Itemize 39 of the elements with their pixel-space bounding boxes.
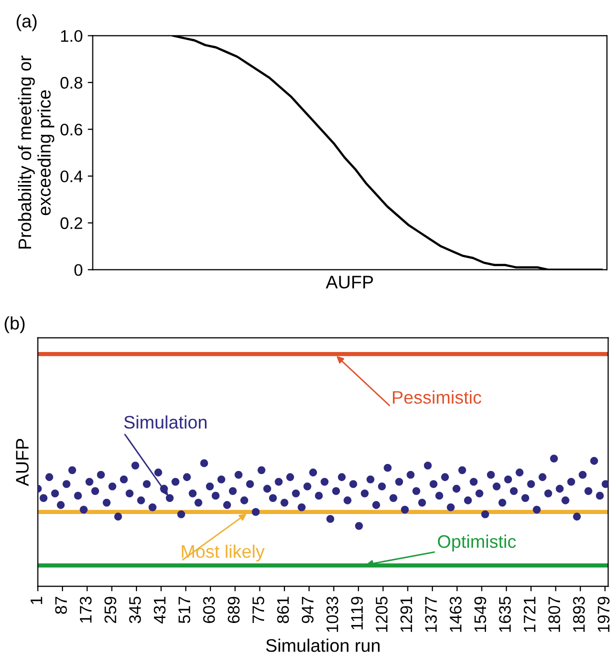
x-tick-label: 87 bbox=[55, 596, 67, 614]
x-tick-label: 1893 bbox=[573, 596, 585, 632]
series-label: Optimistic bbox=[438, 534, 516, 552]
y-axis-title: Probability of meeting or exceeding price bbox=[18, 56, 54, 249]
x-tick-label: 1979 bbox=[598, 596, 610, 632]
y-tick-label: 0.6 bbox=[60, 124, 82, 136]
x-tick-label: 1463 bbox=[450, 596, 462, 632]
y-axis-title: AUFP bbox=[16, 438, 29, 486]
x-tick-label: 1119 bbox=[351, 596, 363, 630]
x-tick-label: 345 bbox=[129, 596, 141, 624]
y-tick-label: 0 bbox=[74, 264, 82, 276]
chart-title: (a) bbox=[16, 14, 37, 32]
x-tick-label: 1205 bbox=[376, 596, 388, 632]
x-tick-label: 517 bbox=[178, 596, 190, 624]
x-tick-label: 1807 bbox=[548, 596, 560, 632]
x-tick-label: 431 bbox=[154, 596, 166, 624]
series-label: Simulation bbox=[124, 415, 206, 429]
y-tick-label: 0.8 bbox=[60, 76, 82, 89]
x-tick-label: 689 bbox=[228, 596, 240, 623]
x-tick-label: 1721 bbox=[524, 596, 536, 632]
x-tick-label: 1549 bbox=[474, 596, 486, 632]
x-tick-label: 861 bbox=[277, 596, 289, 624]
x-tick-label: 173 bbox=[80, 596, 92, 623]
x-tick-label: 1635 bbox=[499, 596, 511, 632]
y-tick-label: 0.4 bbox=[60, 170, 83, 182]
text: Pessimistic bbox=[392, 390, 482, 404]
x-axis-title: AUFP bbox=[326, 276, 373, 289]
x-tick-label: 1377 bbox=[425, 596, 437, 632]
y-tick-label: 1.0 bbox=[61, 30, 82, 42]
x-tick-label: 1033 bbox=[326, 596, 338, 632]
x-tick-label: 775 bbox=[252, 596, 264, 623]
chart-title: (b) bbox=[4, 316, 25, 334]
y-tick-label: 0.2 bbox=[60, 217, 82, 230]
x-axis-title: Simulation run bbox=[266, 638, 380, 652]
x-tick-label: 1 bbox=[30, 596, 42, 604]
x-tick-label: 1291 bbox=[400, 596, 412, 632]
x-tick-label: 259 bbox=[104, 596, 116, 623]
x-tick-label: 603 bbox=[203, 596, 215, 623]
x-tick-label: 947 bbox=[302, 596, 314, 624]
